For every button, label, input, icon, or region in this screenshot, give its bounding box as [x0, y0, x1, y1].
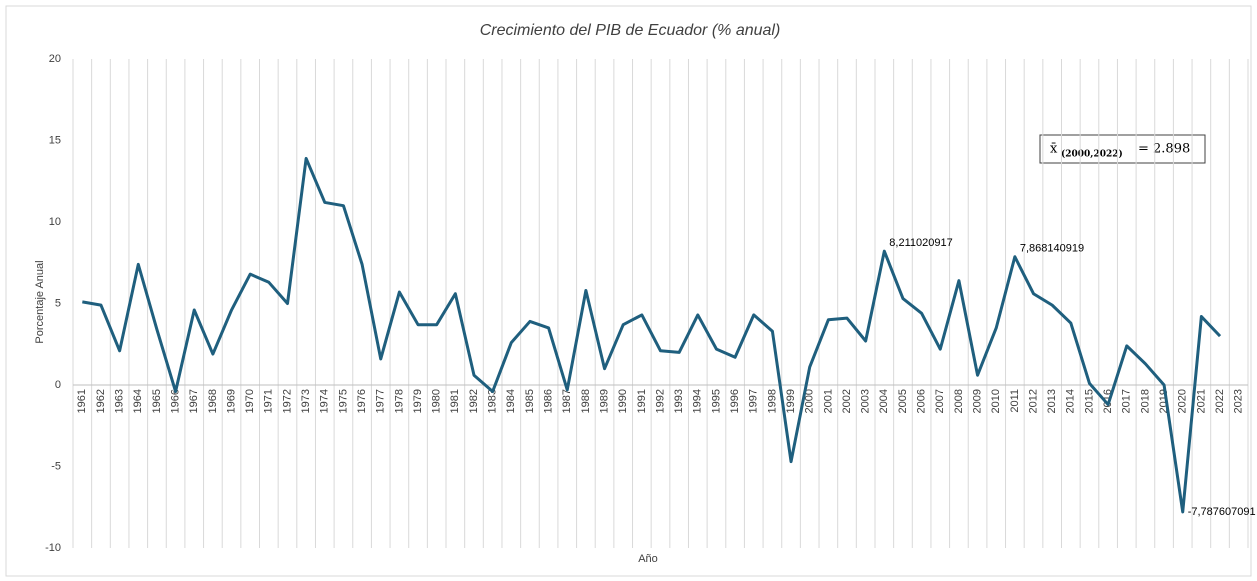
x-tick-label: 1990: [617, 389, 629, 413]
x-tick-label: 1973: [300, 389, 312, 413]
x-tick-label: 2017: [1121, 389, 1133, 413]
x-tick-label: 2018: [1139, 389, 1151, 413]
data-label: 7,868140919: [1020, 243, 1084, 255]
x-tick-label: 1969: [225, 389, 237, 413]
x-tick-label: 2014: [1065, 389, 1077, 413]
x-tick-label: 1970: [244, 389, 256, 413]
x-tick-label: 1972: [281, 389, 293, 413]
x-tick-label: 2009: [971, 389, 983, 413]
x-tick-label: 1967: [188, 389, 200, 413]
x-tick-label: 1985: [524, 389, 536, 413]
x-tick-label: 1975: [337, 389, 349, 413]
x-tick-label: 1984: [505, 389, 517, 413]
x-axis-title: Año: [638, 553, 658, 565]
x-tick-label: 1968: [207, 389, 219, 413]
x-tick-label: 1978: [393, 389, 405, 413]
y-tick-label: 20: [49, 53, 61, 65]
y-tick-label: 0: [55, 379, 61, 391]
x-tick-label: 1962: [95, 389, 107, 413]
x-tick-label: 1992: [654, 389, 666, 413]
y-tick-label: 5: [55, 297, 61, 309]
x-tick-label: 1966: [169, 389, 181, 413]
x-tick-label: 1971: [263, 389, 275, 413]
x-tick-label: 1999: [785, 389, 797, 413]
y-tick-label: 10: [49, 216, 61, 228]
x-tick-label: 2022: [1214, 389, 1226, 413]
x-tick-label: 1979: [412, 389, 424, 413]
x-tick-label: 1961: [76, 389, 88, 413]
x-tick-label: 1989: [598, 389, 610, 413]
x-tick-label: 2003: [860, 389, 872, 413]
x-tick-label: 2020: [1177, 389, 1189, 413]
x-tick-label: 2010: [990, 389, 1002, 413]
x-tick-label: 1996: [729, 389, 741, 413]
x-tick-label: 1991: [636, 389, 648, 413]
annotation-text: = 2.898: [1138, 142, 1190, 157]
x-tick-label: 1977: [375, 389, 387, 413]
x-tick-label: 2007: [934, 389, 946, 413]
y-tick-label: 15: [49, 134, 61, 146]
x-tick-label: 1980: [431, 389, 443, 413]
x-tick-label: 1993: [673, 389, 685, 413]
x-tick-label: 1995: [710, 389, 722, 413]
y-tick-label: -5: [51, 460, 61, 472]
x-tick-label: 1981: [449, 389, 461, 413]
x-tick-label: 1997: [748, 389, 760, 413]
x-tick-label: 1986: [543, 389, 555, 413]
x-tick-label: 1964: [132, 389, 144, 413]
x-tick-label: 2004: [878, 389, 890, 413]
x-tick-label: 2005: [897, 389, 909, 413]
chart-border: [5, 5, 1252, 577]
x-tick-label: 2001: [822, 389, 834, 413]
x-tick-label: 2015: [1083, 389, 1095, 413]
x-tick-label: 2008: [953, 389, 965, 413]
x-tick-label: 1987: [561, 389, 573, 413]
x-tick-label: 2000: [804, 389, 816, 413]
x-tick-label: 1983: [487, 389, 499, 413]
annotation-subscript: (2000,2022): [1061, 149, 1123, 160]
data-label: -7,787607091: [1188, 506, 1256, 518]
x-tick-label: 1965: [151, 389, 163, 413]
x-tick-label: 2011: [1009, 389, 1021, 413]
x-tick-label: 1963: [114, 389, 126, 413]
y-tick-label: -10: [45, 542, 61, 554]
x-tick-label: 1974: [319, 389, 331, 413]
x-tick-label: 1988: [580, 389, 592, 413]
x-tick-label: 2013: [1046, 389, 1058, 413]
x-tick-label: 1982: [468, 389, 480, 413]
y-axis-title: Porcentaje Anual: [34, 260, 46, 343]
line-series: [82, 156, 1222, 514]
x-tick-label: 2012: [1027, 389, 1039, 413]
x-tick-label: 1976: [356, 389, 368, 413]
chart-title: Crecimiento del PIB de Ecuador (% anual): [480, 22, 781, 39]
x-tick-label: 2002: [841, 389, 853, 413]
x-tick-label: 1998: [766, 389, 778, 413]
x-tick-label: 2006: [916, 389, 928, 413]
annotation-box: [1039, 134, 1206, 164]
x-tick-label: 2021: [1195, 389, 1207, 413]
x-tick-label: 1994: [692, 389, 704, 413]
data-label: 8,211020917: [889, 237, 952, 249]
annotation-symbol: x̄: [1050, 142, 1058, 157]
x-tick-label: 2023: [1233, 389, 1245, 413]
